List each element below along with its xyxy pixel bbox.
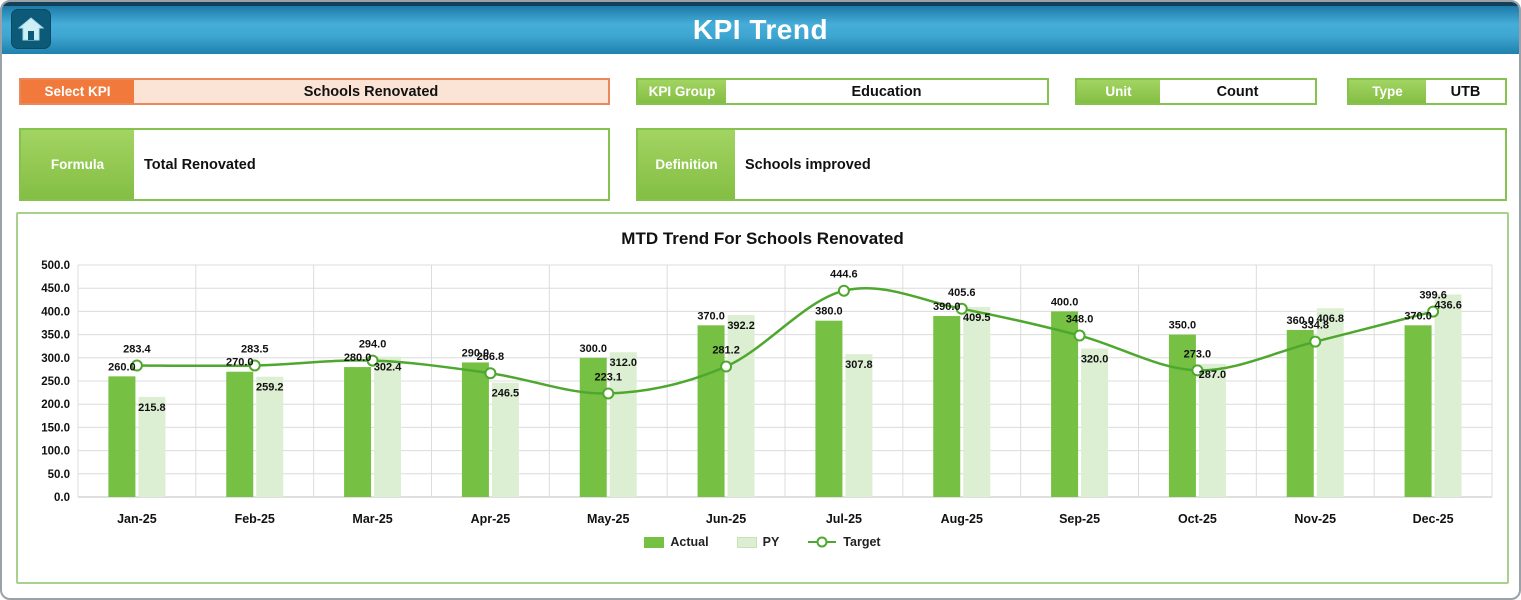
svg-text:409.5: 409.5 [962, 312, 990, 324]
legend-label-actual: Actual [670, 535, 709, 549]
svg-text:Mar-25: Mar-25 [352, 512, 392, 526]
kpi-group-value: Education [726, 80, 1047, 103]
svg-text:Apr-25: Apr-25 [470, 512, 510, 526]
svg-text:294.0: 294.0 [358, 339, 386, 351]
svg-text:399.6: 399.6 [1419, 290, 1447, 302]
svg-text:Jan-25: Jan-25 [117, 512, 157, 526]
svg-text:436.6: 436.6 [1434, 299, 1462, 311]
type-value: UTB [1426, 80, 1505, 103]
svg-text:270.0: 270.0 [225, 357, 253, 369]
svg-text:Oct-25: Oct-25 [1177, 512, 1216, 526]
svg-text:259.2: 259.2 [255, 382, 283, 394]
unit-field: Unit Count [1075, 78, 1317, 105]
unit-value: Count [1160, 80, 1315, 103]
svg-text:Dec-25: Dec-25 [1412, 512, 1453, 526]
legend-item-target: Target [807, 535, 881, 549]
formula-value: Total Renovated [134, 130, 608, 199]
svg-text:50.0: 50.0 [47, 469, 69, 481]
svg-text:300.0: 300.0 [41, 353, 70, 365]
svg-text:280.0: 280.0 [343, 352, 371, 364]
svg-text:302.4: 302.4 [373, 362, 401, 374]
svg-text:400.0: 400.0 [1050, 296, 1078, 308]
legend-item-py: PY [736, 535, 780, 549]
definition-field: Definition Schools improved [636, 128, 1507, 201]
svg-text:350.0: 350.0 [41, 330, 70, 342]
svg-text:Aug-25: Aug-25 [940, 512, 982, 526]
svg-text:Jul-25: Jul-25 [825, 512, 861, 526]
target-line-icon [808, 536, 837, 548]
svg-text:307.8: 307.8 [845, 359, 873, 371]
svg-text:Nov-25: Nov-25 [1294, 512, 1336, 526]
chart-legend: Actual PY Target [18, 535, 1507, 549]
definition-label: Definition [638, 130, 735, 199]
svg-text:281.2: 281.2 [712, 345, 740, 357]
header: KPI Trend [2, 2, 1519, 54]
svg-text:283.4: 283.4 [123, 344, 151, 356]
svg-text:287.0: 287.0 [1198, 369, 1226, 381]
svg-text:215.8: 215.8 [138, 402, 166, 414]
svg-text:406.8: 406.8 [1316, 313, 1344, 325]
svg-text:Feb-25: Feb-25 [234, 512, 274, 526]
svg-text:370.0: 370.0 [697, 310, 725, 322]
svg-text:350.0: 350.0 [1168, 320, 1196, 332]
svg-text:300.0: 300.0 [579, 343, 607, 355]
type-field: Type UTB [1347, 78, 1507, 105]
svg-text:May-25: May-25 [587, 512, 629, 526]
formula-label: Formula [21, 130, 134, 199]
svg-text:Jun-25: Jun-25 [705, 512, 745, 526]
svg-text:400.0: 400.0 [41, 306, 70, 318]
page-title: KPI Trend [692, 14, 829, 45]
legend-label-target: Target [843, 535, 881, 549]
svg-text:266.8: 266.8 [476, 351, 504, 363]
actual-swatch-icon [644, 536, 665, 548]
py-swatch-icon [736, 536, 757, 548]
type-label: Type [1349, 80, 1426, 103]
definition-value: Schools improved [735, 130, 1505, 199]
svg-text:360.0: 360.0 [1286, 315, 1314, 327]
svg-text:Sep-25: Sep-25 [1059, 512, 1100, 526]
unit-label: Unit [1077, 80, 1160, 103]
chart-title: MTD Trend For Schools Renovated [621, 229, 904, 248]
svg-text:223.1: 223.1 [594, 371, 622, 383]
svg-text:370.0: 370.0 [1404, 310, 1432, 322]
svg-text:100.0: 100.0 [41, 446, 70, 458]
svg-text:250.0: 250.0 [41, 376, 70, 388]
home-button[interactable] [11, 9, 51, 49]
legend-label-py: PY [762, 535, 780, 549]
svg-text:380.0: 380.0 [815, 306, 843, 318]
svg-text:273.0: 273.0 [1183, 348, 1211, 360]
svg-text:392.2: 392.2 [727, 320, 755, 332]
svg-text:150.0: 150.0 [41, 422, 70, 434]
select-kpi-field: Select KPI Schools Renovated [19, 78, 610, 105]
svg-text:390.0: 390.0 [932, 301, 960, 313]
home-icon [18, 17, 44, 41]
kpi-group-label: KPI Group [638, 80, 726, 103]
svg-text:450.0: 450.0 [41, 283, 70, 295]
svg-text:348.0: 348.0 [1065, 314, 1093, 326]
legend-item-actual: Actual [644, 535, 709, 549]
select-kpi-label: Select KPI [21, 80, 134, 103]
kpi-group-field: KPI Group Education [636, 78, 1049, 105]
svg-text:334.8: 334.8 [1301, 320, 1329, 332]
svg-text:500.0: 500.0 [41, 260, 70, 272]
svg-text:444.6: 444.6 [830, 269, 858, 281]
kpi-trend-chart-panel: MTD Trend For Schools Renovated 0.0 50.0 1… [16, 212, 1509, 584]
svg-text:260.0: 260.0 [108, 361, 136, 373]
svg-text:246.5: 246.5 [491, 388, 519, 400]
svg-text:405.6: 405.6 [947, 287, 975, 299]
select-kpi-value[interactable]: Schools Renovated [134, 80, 608, 103]
svg-text:312.0: 312.0 [609, 357, 637, 369]
kpi-trend-chart: 0.0 50.0 100.0 150.0 200.0 250.0 300.0 350.0 400… [41, 260, 1492, 526]
svg-text:0.0: 0.0 [54, 492, 70, 504]
svg-text:283.5: 283.5 [240, 343, 268, 355]
svg-text:290.0: 290.0 [461, 347, 489, 359]
svg-text:320.0: 320.0 [1080, 354, 1108, 366]
formula-field: Formula Total Renovated [19, 128, 610, 201]
svg-text:200.0: 200.0 [41, 399, 70, 411]
